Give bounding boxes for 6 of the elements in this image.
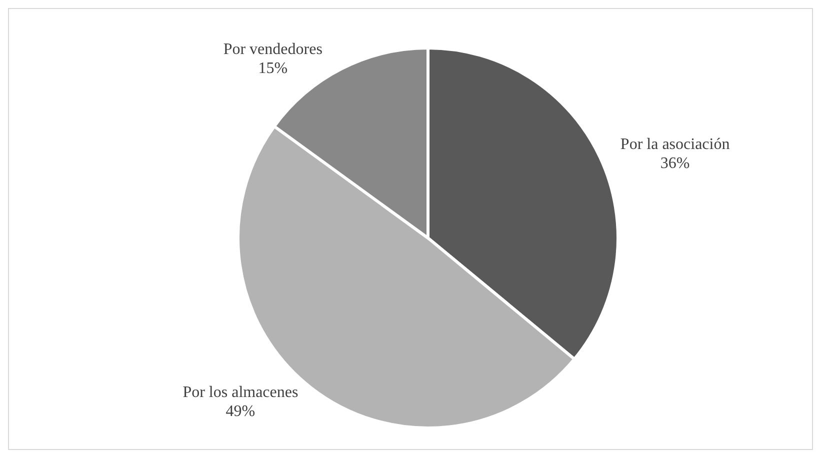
- data-label: 49%: [226, 403, 256, 420]
- data-label: 36%: [660, 155, 690, 172]
- slice-label: Por vendedores: [223, 41, 322, 58]
- data-label: 15%: [258, 60, 288, 78]
- slice-label: Por los almacenes: [182, 384, 298, 402]
- slice-label: Por la asociación: [620, 136, 730, 154]
